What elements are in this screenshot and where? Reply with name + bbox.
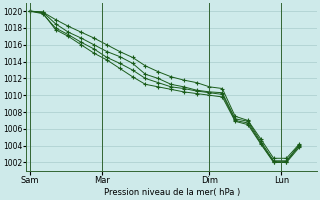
X-axis label: Pression niveau de la mer( hPa ): Pression niveau de la mer( hPa )	[104, 188, 240, 197]
